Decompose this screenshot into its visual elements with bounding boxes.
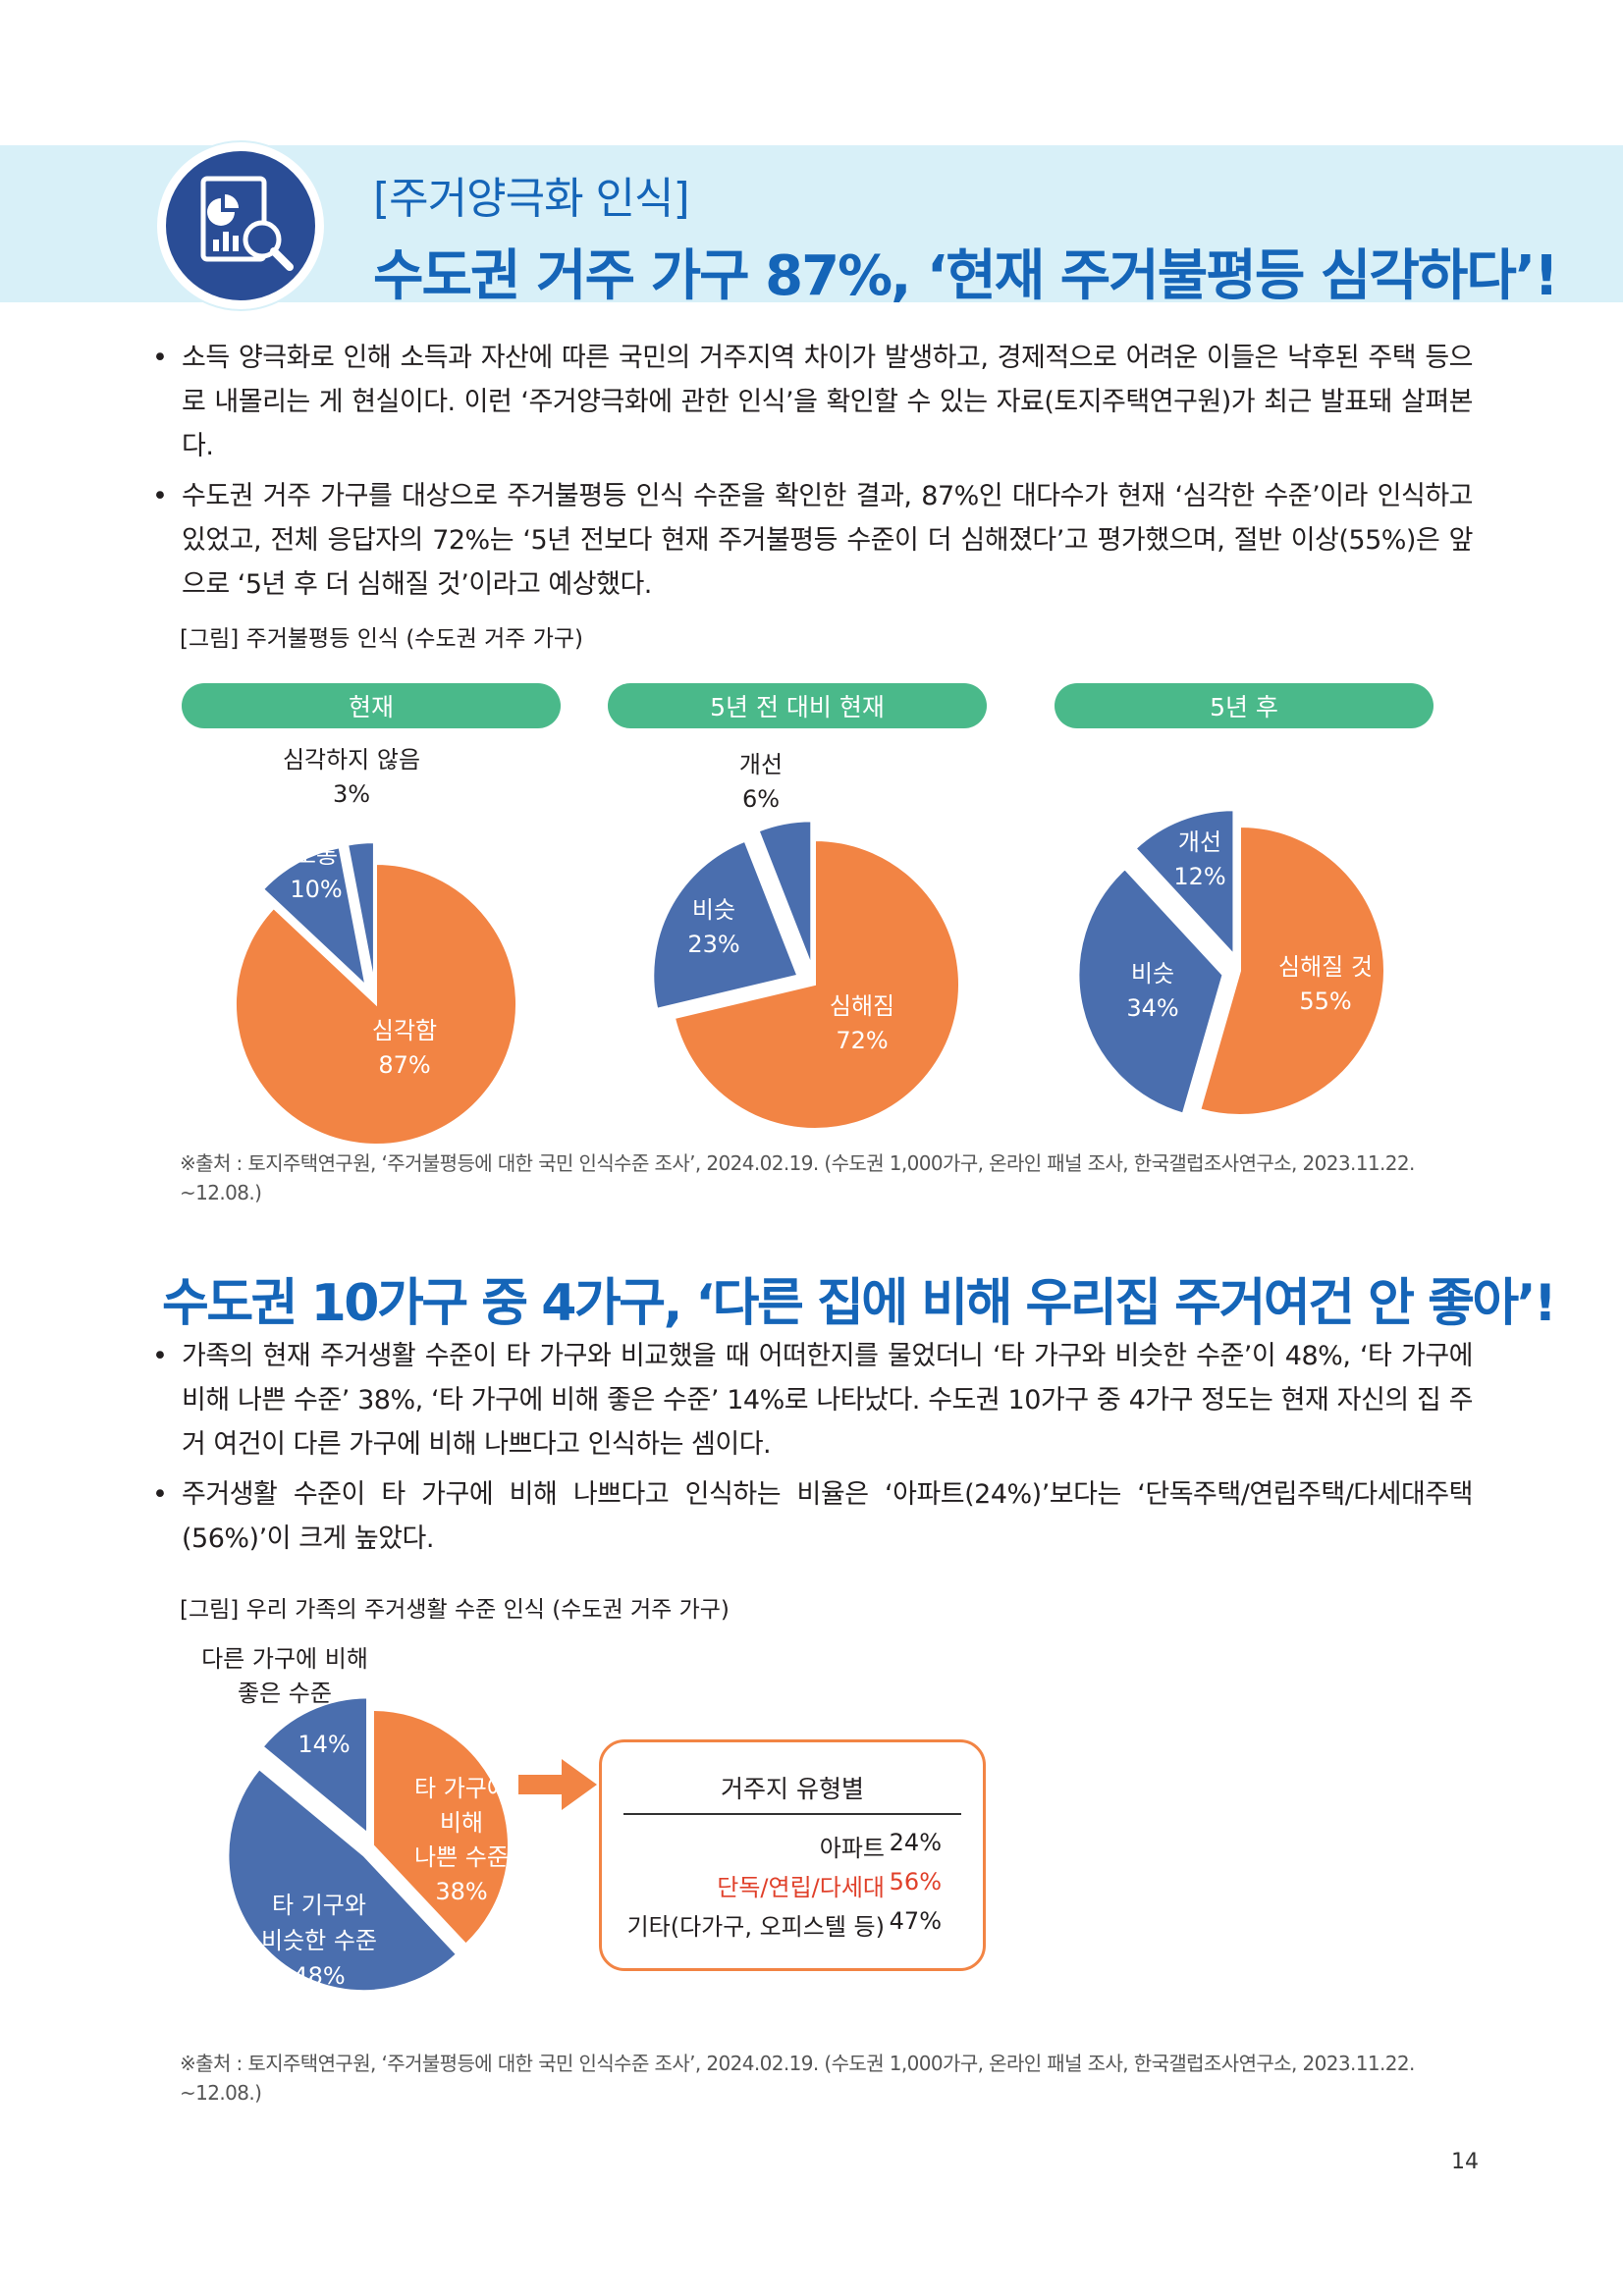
pie-slice [1199, 825, 1385, 1116]
source-note: ※출처 : 토지주택연구원, ‘주거불평등에 대한 국민 인식수준 조사’, 2… [180, 1151, 1415, 1204]
pie-slice [652, 839, 799, 1010]
pie-slice [235, 862, 517, 1146]
slice-value: 14% [298, 1731, 351, 1758]
slice-value: 6% [741, 785, 781, 813]
slice-label: 심각하지 않음 [282, 746, 421, 774]
slice-value: 38% [435, 1878, 488, 1905]
box-title: 거주지 유형별 [721, 1775, 864, 1803]
pie-slice [261, 846, 367, 988]
header-subtitle: [주거양극화 인식] [373, 174, 690, 224]
slice-value: 10% [290, 876, 343, 903]
slice-value: 55% [1299, 988, 1352, 1015]
page-number: 14 [1451, 2150, 1479, 2174]
pie-slice [1134, 809, 1235, 957]
section2-title: 수도권 10가구 중 4가구, ‘다른 집에 비해 우리집 주거여건 안 좋아’… [162, 1274, 1557, 1333]
pie-slice [227, 1767, 459, 1993]
box-row-value: 47% [889, 1907, 942, 1935]
bullet-item: 소득 양극화로 인해 소득과 자산에 따른 국민의 거주지역 차이가 발생하고,… [152, 336, 1474, 468]
slice-label: 좋은 수준 [238, 1680, 332, 1707]
pie-slice [346, 841, 375, 984]
section1-bullets: 소득 양극화로 인해 소득과 자산에 따른 국민의 거주지역 차이가 발생하고,… [152, 336, 1474, 613]
residence-type-box: 거주지 유형별 아파트 24% 단독/연립/다세대 56% 기타(다가구, 오피… [599, 1739, 986, 1971]
slice-value: 12% [1173, 863, 1226, 890]
box-divider [623, 1813, 961, 1815]
slice-label: 다른 가구에 비해 [201, 1645, 368, 1673]
slice-label: 보통 [294, 841, 339, 869]
pie-slice [757, 820, 813, 966]
slice-label: 비해 [439, 1809, 484, 1837]
chart-magnifier-icon [155, 140, 326, 311]
source-note: ※출처 : 토지주택연구원, ‘주거불평등에 대한 국민 인식수준 조사’, 2… [180, 2052, 1415, 2105]
pie-slice [372, 1708, 510, 1947]
slice-label: 심해짐 [829, 992, 895, 1020]
pie-slice [261, 1696, 369, 1836]
figure-caption: [그림] 우리 가족의 주거생활 수준 인식 (수도권 거주 가구) [180, 1597, 730, 1623]
slice-value: 3% [332, 780, 371, 808]
header-title: 수도권 거주 가구 87%, ‘현재 주거불평등 심각하다’! [373, 244, 1559, 308]
bullet-item: 주거생활 수준이 타 가구에 비해 나쁘다고 인식하는 비율은 ‘아파트(24%… [152, 1472, 1474, 1561]
box-row-label: 단독/연립/다세대 [717, 1874, 885, 1901]
slice-value: 34% [1126, 994, 1179, 1022]
slice-label: 심해질 것 [1278, 953, 1373, 981]
chart-title-pill: 현재 [182, 683, 561, 728]
chart-title-pill: 5년 후 [1055, 683, 1434, 728]
pie-slice [1077, 867, 1224, 1115]
box-row-value: 24% [889, 1829, 942, 1856]
pie-slice [673, 838, 960, 1130]
slice-label: 개선 [1177, 828, 1222, 856]
slice-label: 심각함 [371, 1017, 438, 1044]
box-row-label: 기타(다가구, 오피스텔 등) [626, 1913, 885, 1941]
slice-label: 타 기구와 [272, 1892, 366, 1919]
slice-label: 비슷 [691, 896, 736, 924]
slice-value: 87% [378, 1051, 431, 1079]
slice-value: 48% [293, 1962, 346, 1990]
slice-label: 나쁜 수준 [414, 1843, 509, 1871]
bullet-item: 수도권 거주 가구를 대상으로 주거불평등 인식 수준을 확인한 결과, 87%… [152, 474, 1474, 607]
section2-bullets: 가족의 현재 주거생활 수준이 타 가구와 비교했을 때 어떠한지를 물었더니 … [152, 1334, 1474, 1567]
bullet-item: 가족의 현재 주거생활 수준이 타 가구와 비교했을 때 어떠한지를 물었더니 … [152, 1334, 1474, 1467]
slice-label: 비슷 [1130, 960, 1175, 988]
figure-caption: [그림] 주거불평등 인식 (수도권 거주 가구) [180, 626, 584, 652]
arrow-right-icon [518, 1759, 597, 1810]
box-row-value: 56% [889, 1868, 942, 1896]
slice-value: 23% [687, 931, 740, 958]
slice-value: 72% [836, 1027, 889, 1054]
slice-label: 타 가구에 [414, 1775, 509, 1802]
slice-label: 개선 [738, 751, 784, 778]
box-row-label: 아파트 [819, 1835, 885, 1862]
chart-title-pill: 5년 전 대비 현재 [608, 683, 987, 728]
slice-label: 비슷한 수준 [260, 1927, 378, 1954]
